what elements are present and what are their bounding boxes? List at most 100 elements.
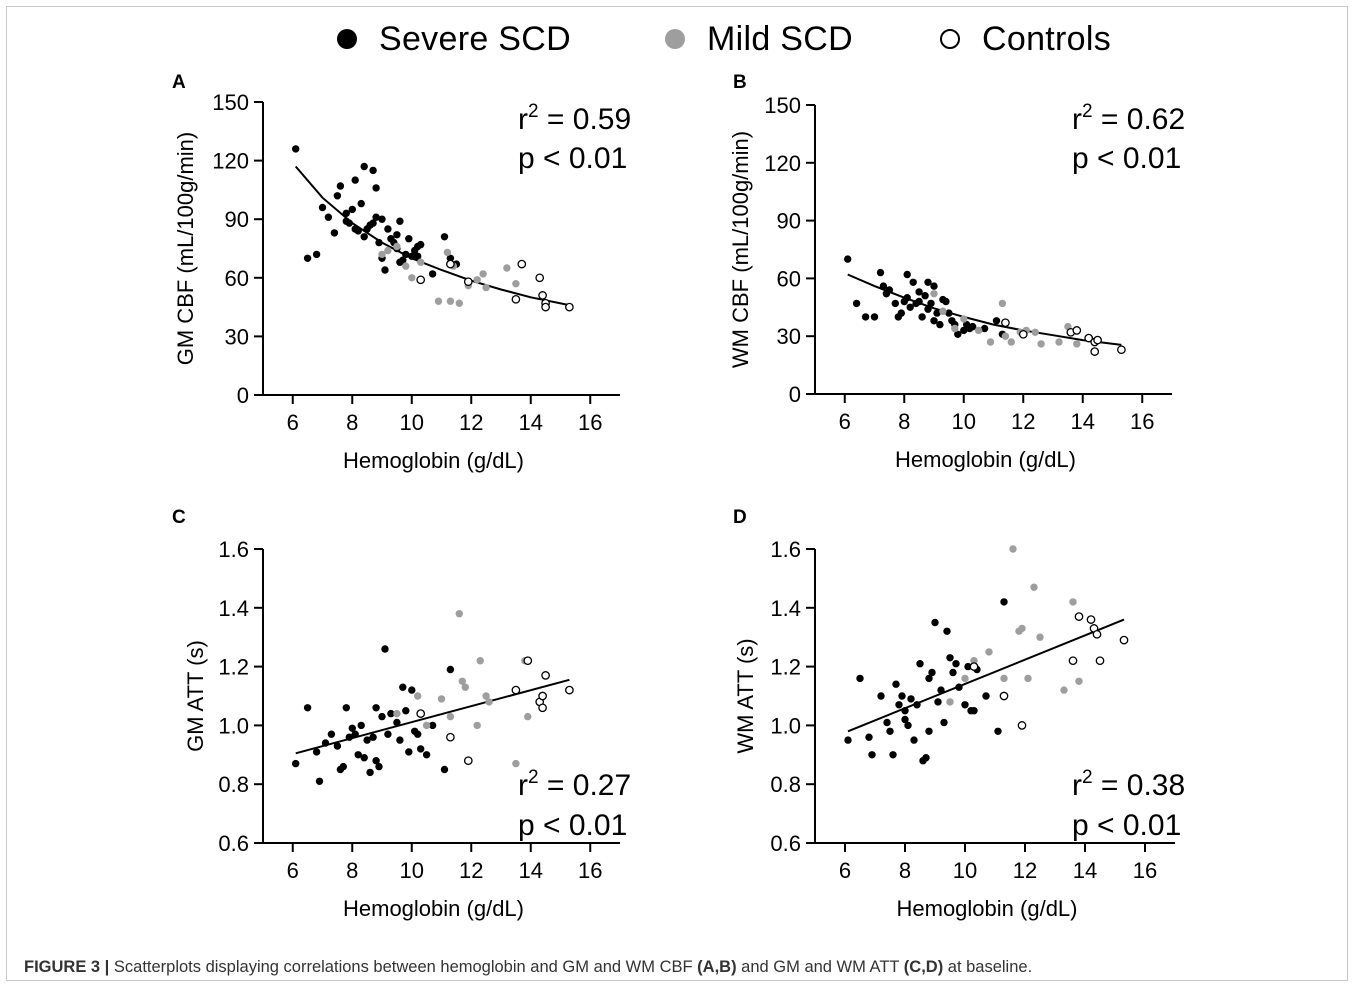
y-tick-label-a: 120 bbox=[212, 149, 249, 174]
y-tick-label-c: 1.6 bbox=[218, 537, 249, 562]
y-tick-label-c: 0.6 bbox=[218, 831, 249, 856]
y-tick-label-d: 1.0 bbox=[770, 713, 801, 738]
point-severe-b bbox=[930, 282, 938, 290]
point-severe-c bbox=[315, 777, 324, 785]
point-controls-b bbox=[1084, 333, 1094, 343]
point-severe-a bbox=[360, 233, 368, 241]
point-severe-b bbox=[909, 278, 917, 286]
point-mild-c bbox=[414, 692, 422, 700]
point-mild-a bbox=[479, 270, 487, 278]
y-tick-label-d: 0.8 bbox=[770, 772, 801, 797]
y-tick-label-c: 0.8 bbox=[218, 772, 249, 797]
point-severe-b bbox=[942, 297, 950, 306]
p-value-label-b: p < 0.01 bbox=[1072, 142, 1181, 175]
point-mild-c bbox=[524, 712, 532, 721]
point-severe-b bbox=[918, 313, 926, 321]
point-severe-d bbox=[901, 715, 909, 724]
point-severe-c bbox=[292, 759, 300, 768]
point-controls-c bbox=[446, 732, 455, 742]
point-mild-b bbox=[1055, 338, 1063, 346]
point-mild-c bbox=[422, 721, 431, 730]
point-severe-b bbox=[960, 326, 968, 335]
point-severe-a bbox=[372, 184, 380, 192]
point-severe-b bbox=[921, 292, 929, 300]
point-severe-d bbox=[877, 692, 885, 700]
panel-c: C 0.6 0.8 1.0 1.2 1.4 1.6 6 8 10 12 14 16 Hemoglobin … bbox=[172, 507, 631, 921]
point-severe-d bbox=[868, 751, 876, 759]
point-severe-c bbox=[428, 721, 437, 730]
point-severe-b bbox=[844, 255, 852, 263]
x-tick-label-d: 16 bbox=[1133, 858, 1157, 883]
point-controls-d bbox=[969, 662, 979, 671]
y-tick-label-b: 90 bbox=[777, 209, 801, 234]
point-severe-a bbox=[405, 235, 413, 243]
point-mild-a bbox=[455, 299, 463, 307]
point-mild-d bbox=[1069, 598, 1077, 606]
point-severe-d bbox=[937, 686, 945, 694]
panel-d: D 0.6 0.8 1.0 1.2 1.4 1.6 6 8 10 12 14 16 Hemoglobin … bbox=[733, 507, 1185, 921]
fit-line-a bbox=[294, 165, 570, 307]
point-severe-c bbox=[354, 751, 362, 759]
point-controls-d bbox=[1095, 656, 1105, 666]
point-mild-d bbox=[1075, 677, 1083, 685]
y-tick-label-b: 0 bbox=[789, 382, 801, 407]
point-mild-d bbox=[1018, 624, 1026, 633]
point-severe-d bbox=[925, 674, 933, 683]
panel-letter-a: A bbox=[172, 72, 186, 93]
x-tick-label-b: 6 bbox=[839, 409, 851, 434]
fit-line-d bbox=[847, 618, 1125, 733]
point-mild-c bbox=[476, 657, 484, 665]
point-severe-b bbox=[945, 309, 953, 317]
point-severe-d bbox=[886, 727, 894, 735]
y-tick-label-b: 30 bbox=[777, 324, 801, 349]
point-controls-b bbox=[1072, 326, 1082, 335]
point-severe-a bbox=[384, 225, 392, 233]
point-controls-d bbox=[1086, 615, 1096, 624]
point-severe-a bbox=[396, 217, 404, 225]
r-squared-label-c: r2 = 0.27 bbox=[518, 767, 631, 802]
point-severe-a bbox=[408, 252, 416, 260]
point-severe-b bbox=[969, 322, 977, 331]
point-severe-a bbox=[381, 266, 389, 274]
caption-text-2: and GM and WM ATT bbox=[736, 958, 904, 976]
legend: Severe SCD Mild SCD Controls bbox=[0, 14, 1357, 64]
point-severe-a bbox=[354, 227, 362, 235]
point-controls-c bbox=[538, 703, 547, 713]
x-tick-label-b: 10 bbox=[952, 409, 976, 434]
point-severe-d bbox=[1000, 598, 1008, 606]
caption-label: FIGURE 3 | bbox=[24, 958, 110, 976]
point-mild-c bbox=[482, 692, 490, 700]
point-controls-a bbox=[517, 259, 527, 269]
x-tick-label-b: 16 bbox=[1130, 409, 1154, 434]
point-mild-c bbox=[473, 721, 481, 730]
point-severe-d bbox=[865, 733, 873, 741]
point-controls-a bbox=[463, 277, 473, 287]
y-tick-label-b: 60 bbox=[777, 266, 801, 291]
point-severe-c bbox=[375, 762, 383, 771]
point-severe-b bbox=[927, 299, 935, 308]
point-severe-c bbox=[422, 751, 431, 759]
p-value-label-d: p < 0.01 bbox=[1072, 809, 1181, 842]
point-severe-b bbox=[933, 309, 941, 317]
point-controls-c bbox=[523, 656, 533, 666]
legend-item-severe: Severe SCD bbox=[337, 14, 571, 64]
r-squared-label-a: r2 = 0.59 bbox=[518, 101, 631, 136]
point-mild-b bbox=[974, 326, 983, 335]
point-mild-b bbox=[1037, 340, 1045, 348]
point-severe-a bbox=[446, 254, 455, 262]
point-severe-c bbox=[312, 748, 321, 756]
point-severe-c bbox=[342, 704, 350, 712]
point-mild-c bbox=[512, 759, 520, 768]
point-mild-a bbox=[503, 264, 511, 272]
point-severe-a bbox=[333, 192, 342, 200]
point-severe-c bbox=[369, 733, 377, 741]
panel-letter-d: D bbox=[733, 507, 747, 528]
point-severe-c bbox=[339, 762, 347, 771]
point-mild-d bbox=[1036, 633, 1044, 641]
point-severe-d bbox=[925, 727, 933, 735]
point-severe-b bbox=[861, 313, 870, 321]
figure-frame bbox=[6, 6, 1348, 981]
point-severe-b bbox=[930, 317, 938, 325]
x-tick-label-d: 8 bbox=[899, 858, 911, 883]
point-severe-d bbox=[901, 707, 909, 715]
